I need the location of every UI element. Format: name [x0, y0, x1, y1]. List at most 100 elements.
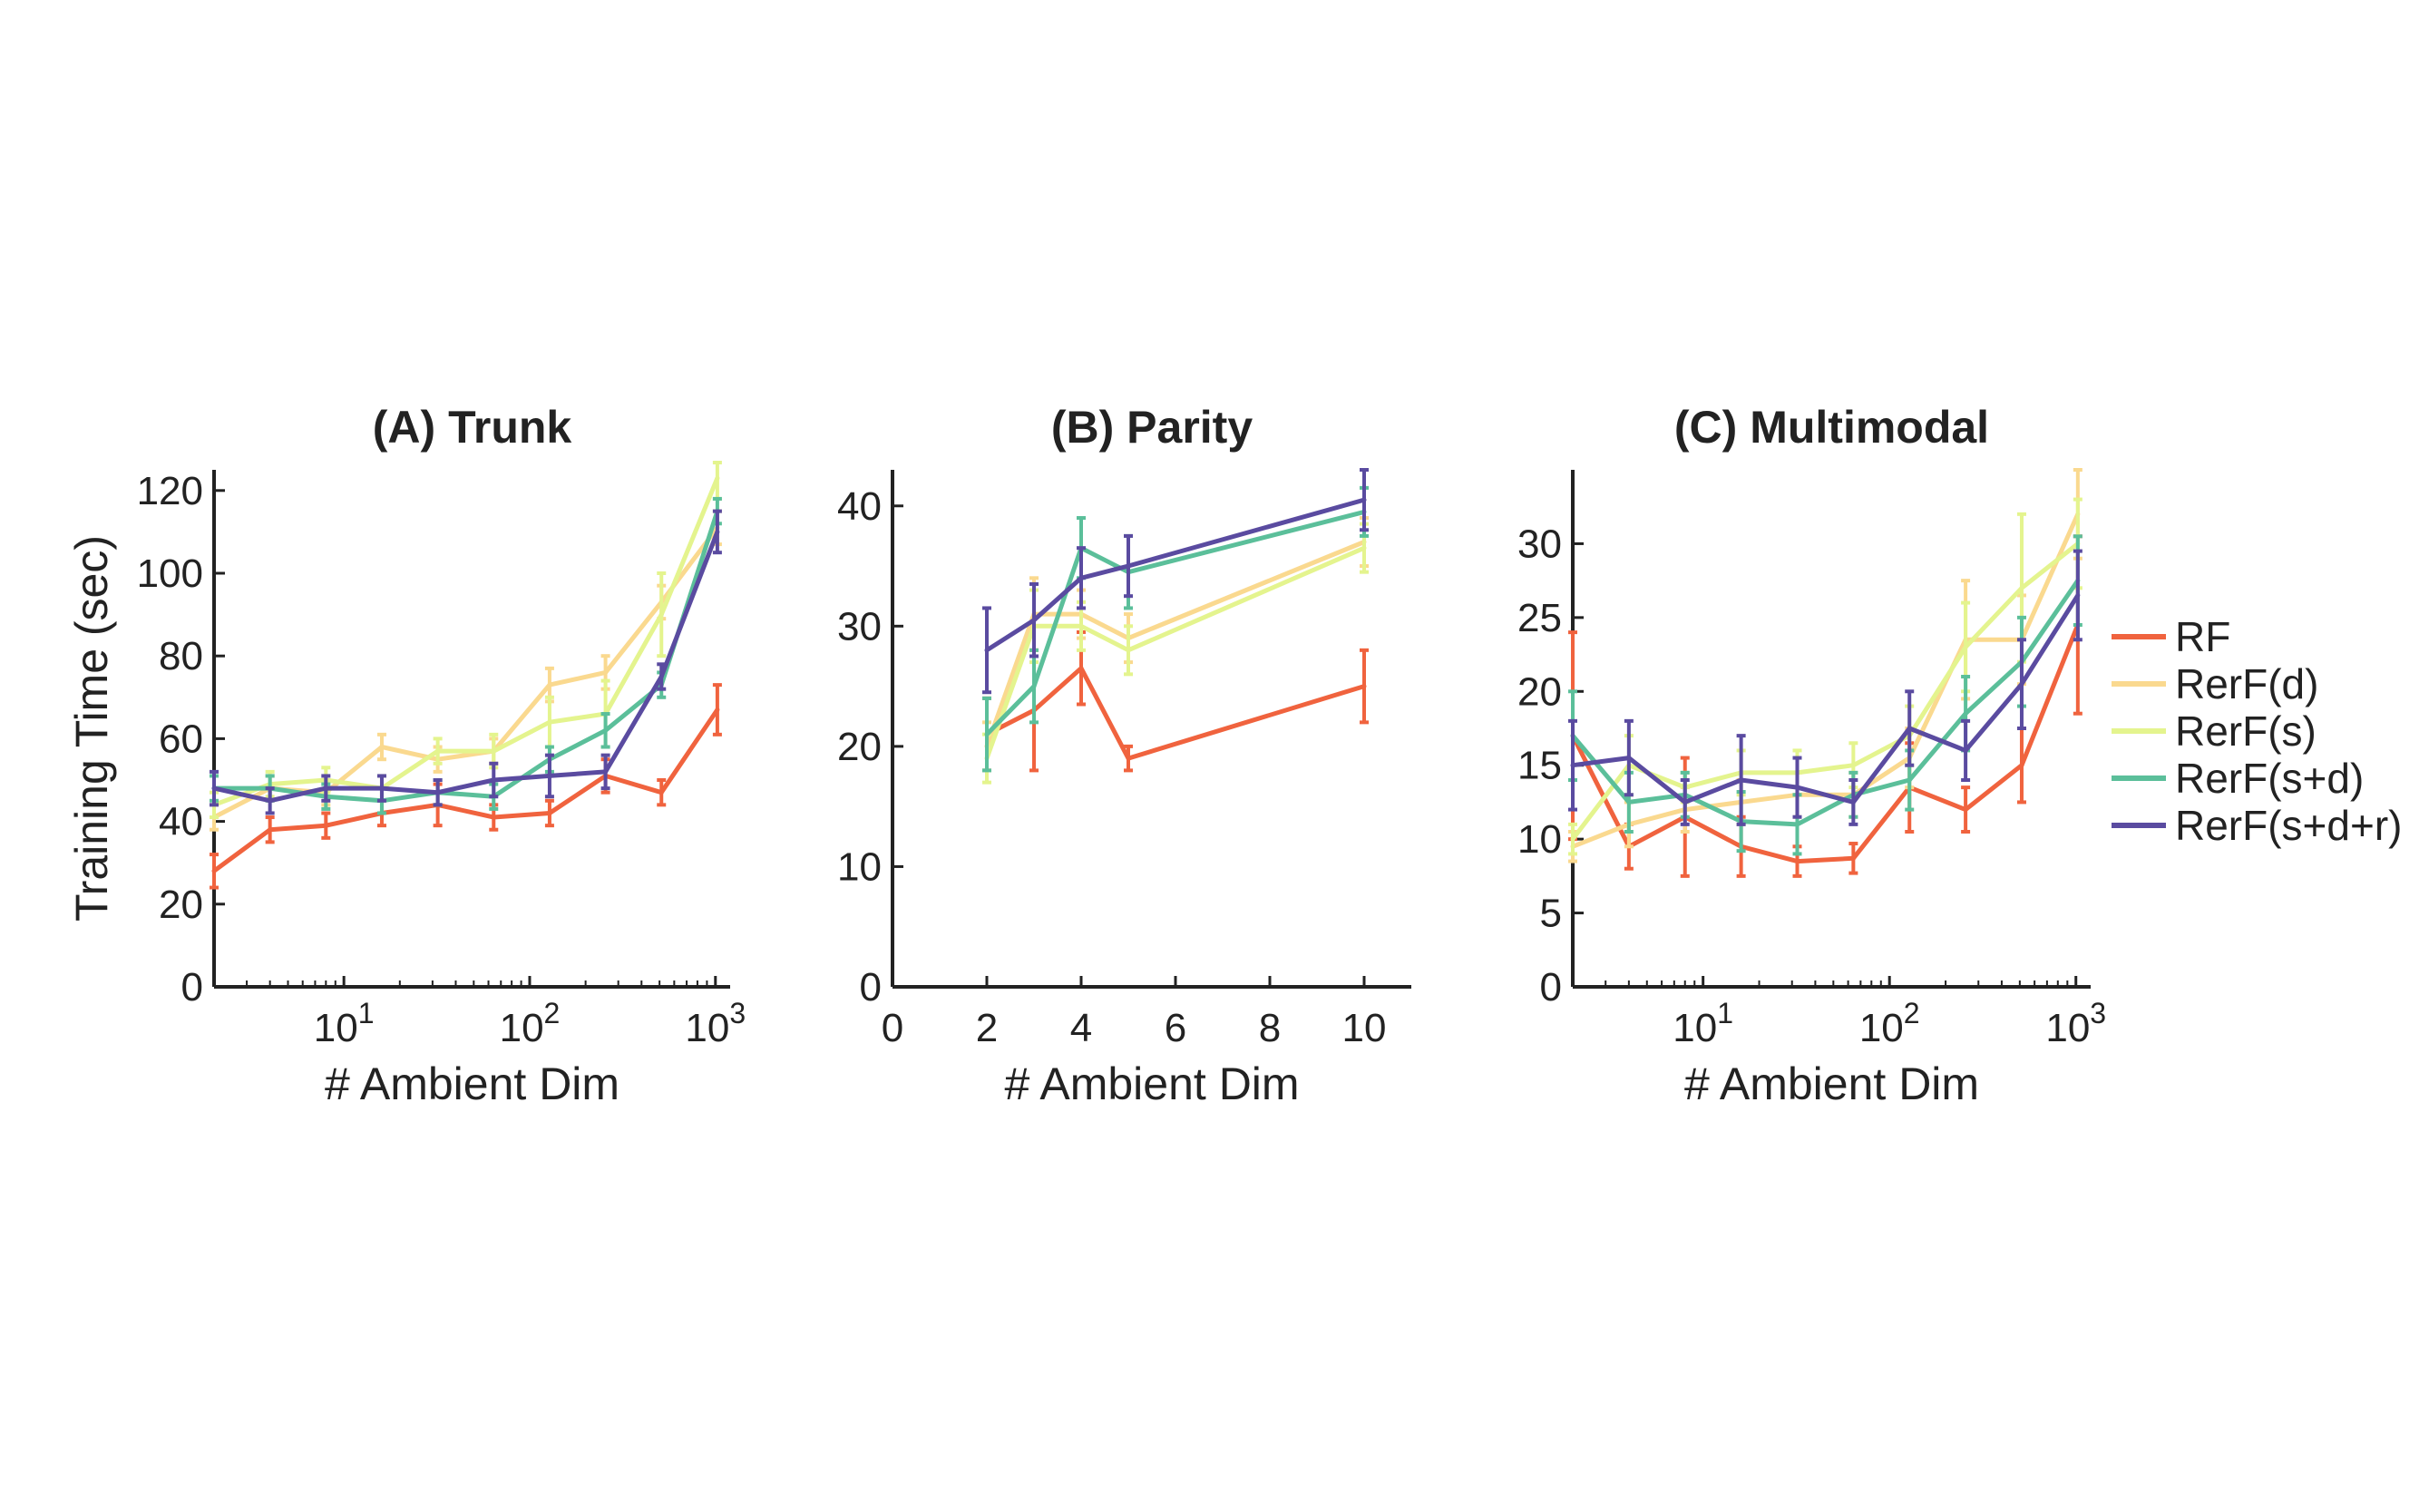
- series-line: [212, 526, 719, 820]
- data-point: [1078, 623, 1084, 629]
- data-point: [2075, 592, 2081, 598]
- x-tick-label: 102: [500, 997, 561, 1050]
- x-tick-base: 10: [1673, 1006, 1717, 1050]
- series-RerF(s+d+r): [982, 468, 1369, 695]
- error-bar: [1124, 744, 1133, 773]
- data-point: [1907, 777, 1912, 783]
- series-line: [1571, 579, 2080, 827]
- x-tick-exponent: 1: [358, 997, 375, 1029]
- data-point: [2019, 763, 2024, 768]
- data-point: [1907, 726, 1912, 731]
- y-tick-label: 0: [860, 965, 882, 1010]
- error-bar: [657, 778, 667, 807]
- legend-item-RerF(d): RerF(d): [2112, 660, 2318, 707]
- error-bar: [1624, 718, 1634, 797]
- error-bar: [1848, 842, 1858, 875]
- series-RerF(s+d): [1568, 534, 2082, 856]
- y-tick-label: 30: [1517, 522, 1562, 566]
- y-tick-label: 40: [159, 800, 203, 844]
- series-line: [213, 531, 720, 804]
- data-point: [547, 682, 552, 688]
- data-point: [1626, 799, 1632, 805]
- data-point: [1031, 618, 1037, 623]
- series-line: [985, 666, 1365, 761]
- legend-label: RerF(d): [2175, 660, 2318, 707]
- error-bar: [265, 815, 275, 844]
- error-bar: [1792, 756, 1802, 819]
- error-bar: [1848, 778, 1858, 826]
- error-bar: [1568, 718, 1577, 812]
- y-tick-label: 20: [1517, 669, 1562, 714]
- error-bar: [712, 683, 722, 736]
- chart-title: (B) Parity: [1051, 402, 1253, 453]
- error-bar: [321, 774, 331, 803]
- x-tick-base: 10: [500, 1006, 544, 1050]
- y-tick-label: 40: [837, 484, 882, 529]
- series-RerF(s+d): [210, 496, 722, 815]
- x-tick-base: 10: [2045, 1006, 2090, 1050]
- x-tick-label: 6: [1165, 1006, 1186, 1050]
- y-tick-label: 0: [181, 965, 203, 1010]
- data-point: [2019, 681, 2024, 687]
- x-tick-label: 2: [976, 1006, 998, 1050]
- data-point: [1570, 763, 1575, 768]
- error-bar: [376, 732, 386, 762]
- legend-item-RerF(s): RerF(s): [2112, 707, 2317, 755]
- legend-label: RerF(s+d): [2175, 755, 2364, 802]
- x-tick-label: 102: [1859, 997, 1920, 1050]
- y-axis-label: Training Time (sec): [66, 535, 117, 922]
- data-point: [547, 719, 552, 725]
- series-RerF(d): [982, 516, 1369, 773]
- data-point: [268, 798, 273, 804]
- x-tick-base: 10: [685, 1006, 729, 1050]
- data-point: [1794, 822, 1800, 827]
- error-bar: [600, 712, 610, 749]
- data-point: [1963, 747, 1968, 753]
- error-bar: [544, 753, 554, 799]
- y-tick-label: 100: [137, 551, 203, 596]
- legend-item-RerF(s+d+r): RerF(s+d+r): [2112, 802, 2402, 849]
- series-RerF(d): [1568, 468, 2082, 863]
- y-tick-label: 20: [837, 725, 882, 769]
- legend-label: RerF(s+d+r): [2175, 802, 2402, 849]
- data-point: [1361, 684, 1367, 689]
- error-bar: [982, 696, 991, 773]
- error-bar: [433, 736, 443, 766]
- y-tick-label: 120: [137, 469, 203, 513]
- data-point: [1361, 545, 1367, 551]
- error-bar: [982, 606, 991, 695]
- y-tick-label: 80: [159, 634, 203, 678]
- data-point: [715, 707, 720, 712]
- error-bar: [433, 778, 443, 807]
- error-bar: [376, 774, 386, 803]
- data-point: [1570, 836, 1575, 842]
- data-point: [658, 674, 664, 679]
- series-line: [1571, 541, 2080, 841]
- chart-title: (A) Trunk: [373, 402, 572, 453]
- data-point: [211, 785, 217, 791]
- data-point: [1850, 799, 1856, 805]
- data-point: [1794, 785, 1800, 790]
- error-bar: [1360, 648, 1369, 725]
- error-bar: [1124, 533, 1133, 599]
- series-line: [212, 708, 719, 873]
- data-point: [984, 648, 990, 653]
- data-point: [491, 777, 496, 783]
- x-tick-label: 103: [685, 997, 746, 1050]
- series-RerF(s): [210, 461, 722, 820]
- data-point: [603, 669, 609, 675]
- x-axis-label: # Ambient Dim: [1684, 1058, 1979, 1109]
- data-point: [211, 868, 217, 873]
- series-RF: [982, 629, 1369, 773]
- data-point: [491, 748, 496, 754]
- error-bar: [1961, 785, 1971, 834]
- x-tick-exponent: 2: [544, 997, 561, 1029]
- data-point: [435, 748, 441, 754]
- data-point: [435, 790, 441, 795]
- legend-item-RerF(s+d): RerF(s+d): [2112, 755, 2364, 802]
- data-point: [603, 769, 609, 775]
- data-point: [658, 790, 664, 795]
- x-axis-label: # Ambient Dim: [325, 1058, 619, 1109]
- error-bar: [1680, 778, 1690, 826]
